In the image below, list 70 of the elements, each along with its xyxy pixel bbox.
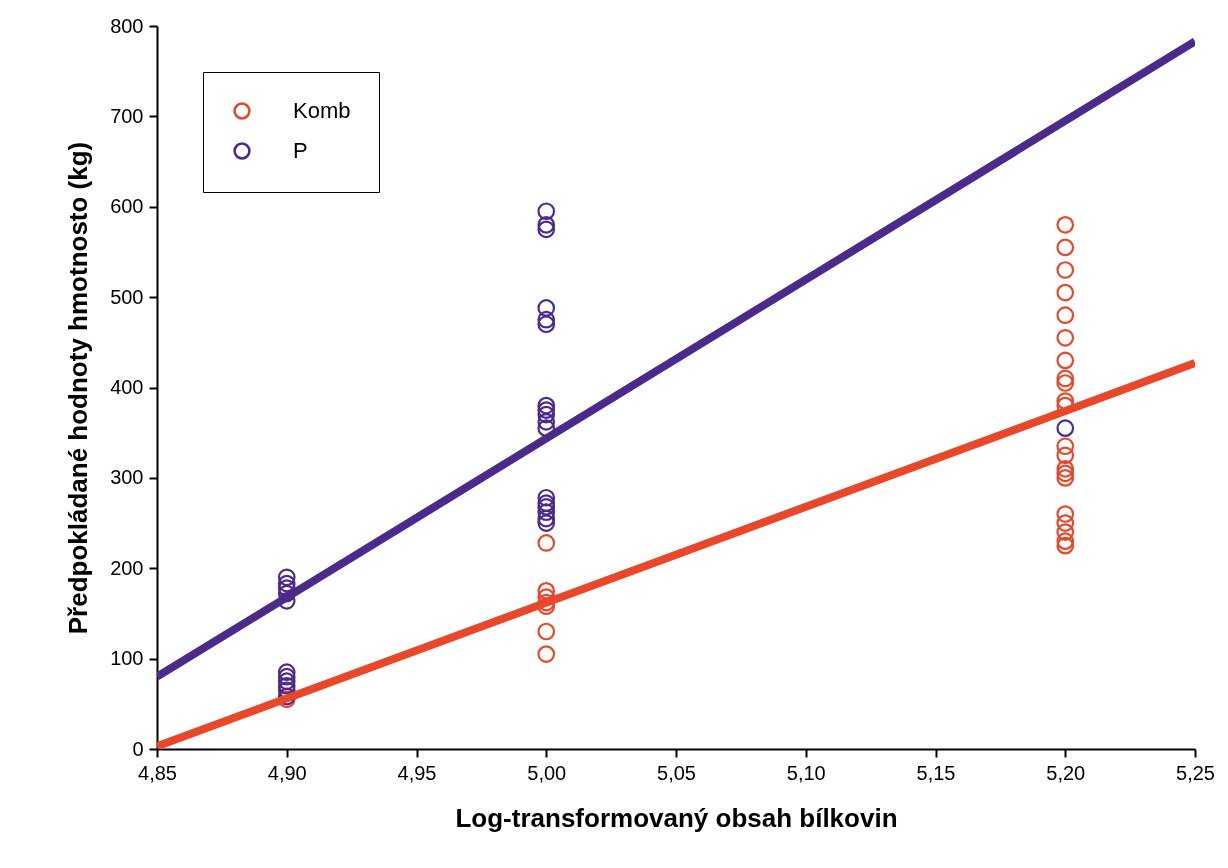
x-tick-label: 4,95 [397,761,437,784]
point [537,645,556,663]
point [537,396,556,415]
point [277,667,296,686]
point [1056,523,1075,541]
point [1056,536,1075,555]
y-tick-label: 400 [110,376,144,398]
point [537,622,556,641]
y-tick-label: 700 [110,104,144,127]
point [277,676,296,695]
y-tick-label: 0 [132,737,144,760]
y-tick-label: 100 [110,647,144,670]
point [277,568,296,587]
point [537,582,556,600]
point [1056,328,1075,347]
point [1056,469,1075,487]
point [1056,419,1075,437]
point [1056,351,1075,370]
x-tick-label: 5,20 [1046,761,1086,784]
point [537,401,556,419]
x-tick-label: 5,25 [1176,761,1215,784]
point [1056,261,1075,279]
point [1056,505,1075,523]
point [537,315,556,334]
point [277,672,296,691]
point [537,310,556,329]
x-tick-label: 5,15 [916,761,956,784]
point [277,663,296,682]
point [1056,238,1075,257]
point [1056,437,1075,456]
legend-label: Komb [293,98,351,123]
point [537,514,556,532]
point [1056,369,1075,388]
point [537,488,556,507]
point [537,299,556,317]
point [1056,215,1075,234]
point [537,220,556,239]
point [1056,532,1075,550]
point [537,593,556,612]
x-tick-label: 5,00 [527,761,567,784]
point [537,413,556,431]
point [537,503,556,522]
y-tick-label: 500 [110,285,144,308]
x-tick-label: 5,05 [657,761,696,784]
point [537,534,556,552]
point [1056,283,1075,302]
x-tick-label: 5,10 [786,761,826,784]
y-tick-label: 800 [110,14,144,37]
point [277,591,296,610]
x-axis-title: Log-transformovaný obsah bílkovin [455,802,898,833]
point [1056,374,1075,392]
point [537,202,556,221]
y-axis-title: Předpokládané hodnoty hmotnosto (kg) [63,141,94,635]
y-tick-label: 200 [110,556,144,579]
point [537,405,556,424]
x-tick-label: 4,90 [267,761,307,784]
point [1056,392,1075,410]
point [537,509,556,528]
x-tick-label: 4,85 [138,761,177,784]
point [1056,464,1075,483]
point [1056,460,1075,478]
point [537,215,556,234]
point [277,574,296,593]
point [1056,306,1075,325]
point [1056,446,1075,465]
y-tick-label: 600 [110,195,144,218]
legend-label: P [293,138,308,163]
point [1056,514,1075,532]
point [537,419,556,437]
y-tick-label: 300 [110,466,144,489]
